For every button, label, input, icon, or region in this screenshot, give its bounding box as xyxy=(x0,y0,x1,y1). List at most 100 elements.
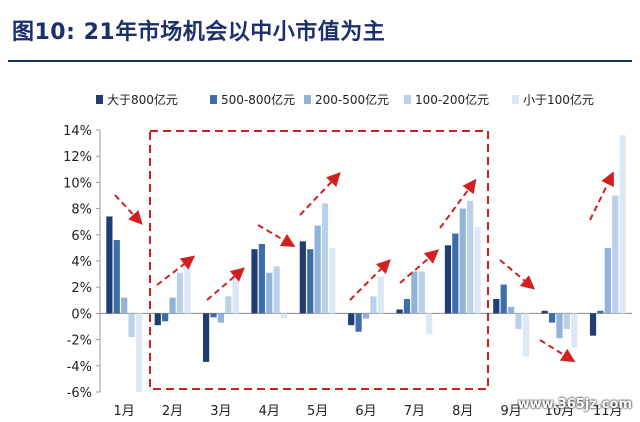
trend-arrow xyxy=(349,259,391,301)
bar xyxy=(556,313,563,339)
watermark: www.365jz.com xyxy=(517,397,632,412)
bar xyxy=(411,271,418,314)
trend-arrow xyxy=(399,249,440,284)
bar xyxy=(619,135,626,314)
trend-arrow xyxy=(299,172,341,216)
bars xyxy=(106,135,626,392)
legend-label: 小于100亿元 xyxy=(523,92,594,107)
y-tick-label: 2% xyxy=(71,281,92,296)
legend-label: 大于800亿元 xyxy=(107,92,178,107)
bar xyxy=(467,200,474,314)
bar xyxy=(154,313,161,326)
x-axis-labels: 1月 2月 3月 4月 5月 6月 7月 8月 9月 10月 11月 xyxy=(114,404,623,419)
bar xyxy=(507,306,515,314)
legend-swatch xyxy=(96,95,103,104)
bar xyxy=(541,310,548,314)
x-tick-label: 5月 xyxy=(307,404,328,419)
bar xyxy=(169,297,176,314)
x-tick-label: 3月 xyxy=(210,404,231,419)
y-tick-label: 14% xyxy=(63,124,92,139)
bar xyxy=(604,247,611,314)
legend-swatch xyxy=(404,95,411,104)
x-tick-label: 4月 xyxy=(259,404,280,419)
trend-arrow xyxy=(499,259,536,290)
highlight-box xyxy=(149,130,489,390)
bar xyxy=(217,313,225,323)
bar xyxy=(589,313,597,336)
bar xyxy=(548,313,556,323)
legend-swatch xyxy=(210,95,217,104)
bar xyxy=(403,298,411,314)
bar xyxy=(232,276,239,314)
bar xyxy=(500,284,507,314)
bar xyxy=(355,313,362,332)
bar xyxy=(452,233,459,314)
bar xyxy=(106,216,113,314)
bar xyxy=(474,226,481,314)
x-tick-label: 9月 xyxy=(500,404,521,419)
y-tick-label: -4% xyxy=(67,360,92,375)
bar xyxy=(493,298,500,314)
legend-swatch xyxy=(512,95,519,104)
bar xyxy=(348,313,355,326)
bar xyxy=(203,313,210,362)
x-tick-label: 8月 xyxy=(452,404,473,419)
trend-arrow xyxy=(257,224,296,248)
y-axis: -6% -4% -2% 0% 2% 4% 6% 8% 10% 12% 14% xyxy=(63,124,632,401)
bar xyxy=(314,225,321,314)
trend-arrow xyxy=(206,267,246,301)
bar xyxy=(396,309,403,314)
bar xyxy=(321,203,329,314)
bar xyxy=(273,266,280,314)
y-tick-label: 10% xyxy=(63,176,92,191)
bar xyxy=(113,240,120,314)
trend-arrow xyxy=(539,339,576,363)
bar xyxy=(522,313,529,357)
x-tick-label: 6月 xyxy=(355,404,376,419)
legend-label: 100-200亿元 xyxy=(415,92,489,107)
bar xyxy=(184,262,191,314)
figure-title: 图10: 21年市场机会以中小市值为主 xyxy=(12,20,386,45)
bar xyxy=(459,208,466,314)
x-tick-label: 7月 xyxy=(404,404,425,419)
y-tick-label: 0% xyxy=(71,307,92,322)
bar xyxy=(612,195,619,314)
bar xyxy=(299,241,306,314)
y-tick-label: 8% xyxy=(71,203,92,218)
annotations xyxy=(114,130,614,390)
y-tick-label: 12% xyxy=(63,150,92,165)
x-tick-label: 2月 xyxy=(162,404,183,419)
bar xyxy=(426,313,433,335)
legend-label: 500-800亿元 xyxy=(221,92,295,107)
bar xyxy=(121,297,128,314)
y-tick-label: 4% xyxy=(71,255,92,270)
trend-arrow xyxy=(589,171,614,221)
bar xyxy=(251,249,258,314)
bar xyxy=(162,313,169,322)
bar xyxy=(176,272,184,314)
y-tick-label: -6% xyxy=(67,386,92,401)
bar xyxy=(266,272,273,314)
legend-swatch xyxy=(304,95,311,104)
trend-arrow xyxy=(114,194,143,225)
legend-label: 200-500亿元 xyxy=(315,92,389,107)
bar xyxy=(329,247,336,314)
bar xyxy=(418,271,425,314)
bar xyxy=(135,313,143,392)
bar xyxy=(362,313,370,319)
bar xyxy=(258,243,265,314)
x-tick-label: 11月 xyxy=(593,404,623,419)
bar xyxy=(280,313,288,319)
bar xyxy=(307,249,314,314)
bar xyxy=(597,310,604,314)
trend-arrow xyxy=(156,255,196,286)
y-tick-label: 6% xyxy=(71,229,92,244)
bar xyxy=(515,313,522,330)
y-tick-label: -2% xyxy=(67,334,92,349)
x-tick-label: 1月 xyxy=(114,404,135,419)
bar xyxy=(571,313,578,348)
x-tick-label: 10月 xyxy=(545,404,575,419)
bar xyxy=(210,313,217,318)
bar xyxy=(563,313,570,330)
